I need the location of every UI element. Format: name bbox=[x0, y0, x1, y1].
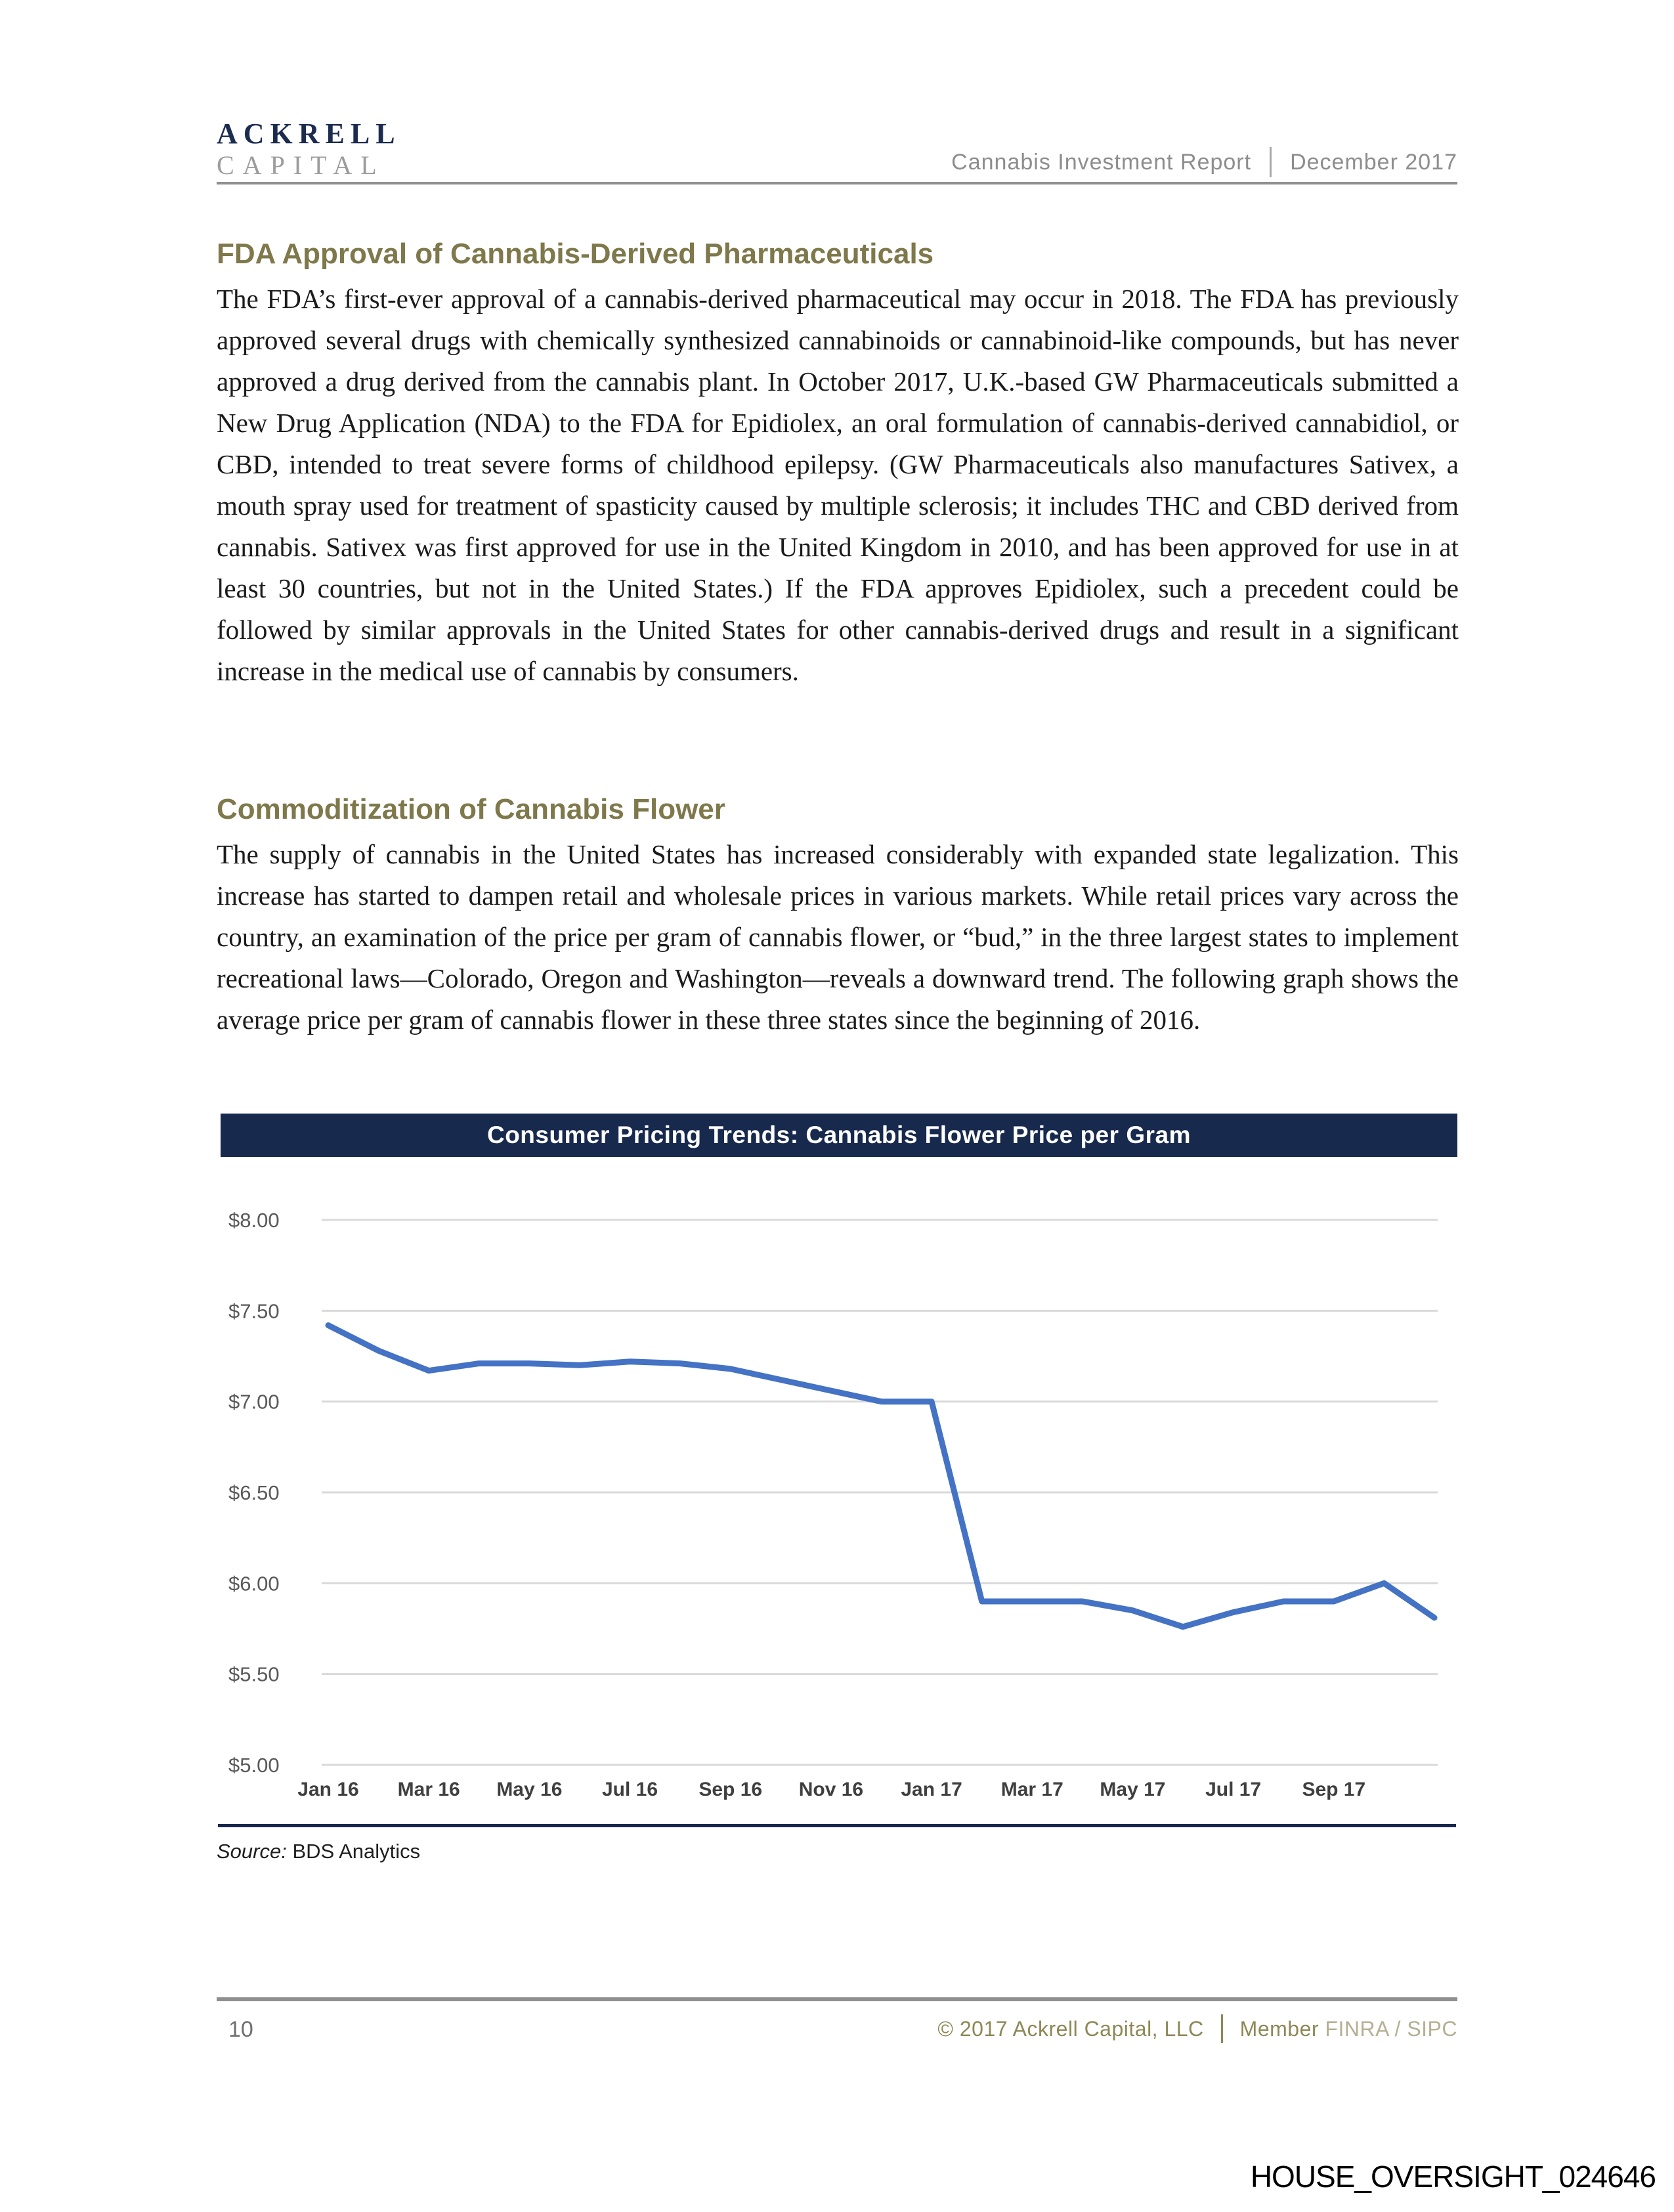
document-control-number: HOUSE_OVERSIGHT_024646 bbox=[1250, 2159, 1656, 2194]
header-report-info: Cannabis Investment Report December 2017 bbox=[951, 147, 1457, 177]
x-axis-tick-label: Jul 17 bbox=[1205, 1779, 1261, 1800]
y-axis-tick-label: $6.50 bbox=[228, 1481, 280, 1504]
section-body-fda-approval: The FDA’s first-ever approval of a canna… bbox=[217, 284, 1459, 686]
x-axis-tick-label: Mar 16 bbox=[398, 1779, 460, 1800]
chart-bottom-rule bbox=[218, 1824, 1456, 1827]
chart-source: Source: BDS Analytics bbox=[217, 1840, 420, 1863]
source-value: BDS Analytics bbox=[292, 1840, 421, 1863]
price-trend-line bbox=[325, 1322, 1438, 1630]
y-axis-tick-label: $7.00 bbox=[228, 1391, 280, 1414]
y-axis-tick-label: $6.00 bbox=[228, 1572, 280, 1595]
header-report-date: December 2017 bbox=[1290, 149, 1457, 175]
chart-title-bar: Consumer Pricing Trends: Cannabis Flower… bbox=[221, 1114, 1457, 1157]
footer-member-label: Member bbox=[1239, 2016, 1325, 2041]
section-body-commoditization: The supply of cannabis in the United Sta… bbox=[217, 839, 1459, 1035]
company-logo-subtitle: CAPITAL bbox=[217, 150, 385, 180]
footer-legal: © 2017 Ackrell Capital, LLC Member FINRA… bbox=[937, 2014, 1457, 2043]
section-heading-fda-approval: FDA Approval of Cannabis-Derived Pharmac… bbox=[217, 238, 934, 270]
footer-divider bbox=[1220, 2014, 1223, 2043]
y-axis-tick-label: $7.50 bbox=[228, 1299, 280, 1322]
y-axis-tick-label: $8.00 bbox=[228, 1209, 280, 1232]
section-heading-commoditization: Commoditization of Cannabis Flower bbox=[217, 793, 725, 825]
x-axis-tick-label: Sep 16 bbox=[698, 1779, 762, 1800]
chart-title: Consumer Pricing Trends: Cannabis Flower… bbox=[486, 1121, 1191, 1148]
source-label: Source: bbox=[217, 1840, 287, 1863]
x-axis-tick-label: May 17 bbox=[1100, 1779, 1165, 1800]
y-axis-tick-label: $5.50 bbox=[228, 1663, 280, 1686]
x-axis-tick-label: Mar 17 bbox=[1001, 1779, 1063, 1800]
x-axis-tick-label: Sep 17 bbox=[1302, 1779, 1365, 1800]
y-axis-tick-label: $5.00 bbox=[228, 1754, 280, 1777]
header-rule bbox=[217, 182, 1457, 184]
footer-member-orgs: FINRA / SIPC bbox=[1325, 2016, 1457, 2041]
x-axis-tick-label: Jan 16 bbox=[297, 1779, 358, 1800]
x-axis-tick-label: Jul 16 bbox=[602, 1779, 658, 1800]
footer-copyright: © 2017 Ackrell Capital, LLC bbox=[937, 2016, 1204, 2041]
header-divider bbox=[1270, 147, 1272, 177]
x-axis-tick-label: Nov 16 bbox=[799, 1779, 863, 1800]
footer-membership: Member FINRA / SIPC bbox=[1240, 2017, 1457, 2041]
footer-rule bbox=[217, 1997, 1457, 2001]
x-axis-tick-label: Jan 17 bbox=[901, 1779, 962, 1800]
x-axis-tick-label: May 16 bbox=[496, 1779, 562, 1800]
header-report-title: Cannabis Investment Report bbox=[951, 149, 1252, 175]
page-number: 10 bbox=[228, 2017, 253, 2042]
company-logo-name: ACKRELL bbox=[217, 118, 401, 150]
price-line-chart: $8.00 $7.50 $7.00 $6.50 $6.00 $5.50 $5.00 Jan 1… bbox=[228, 1209, 1438, 1800]
